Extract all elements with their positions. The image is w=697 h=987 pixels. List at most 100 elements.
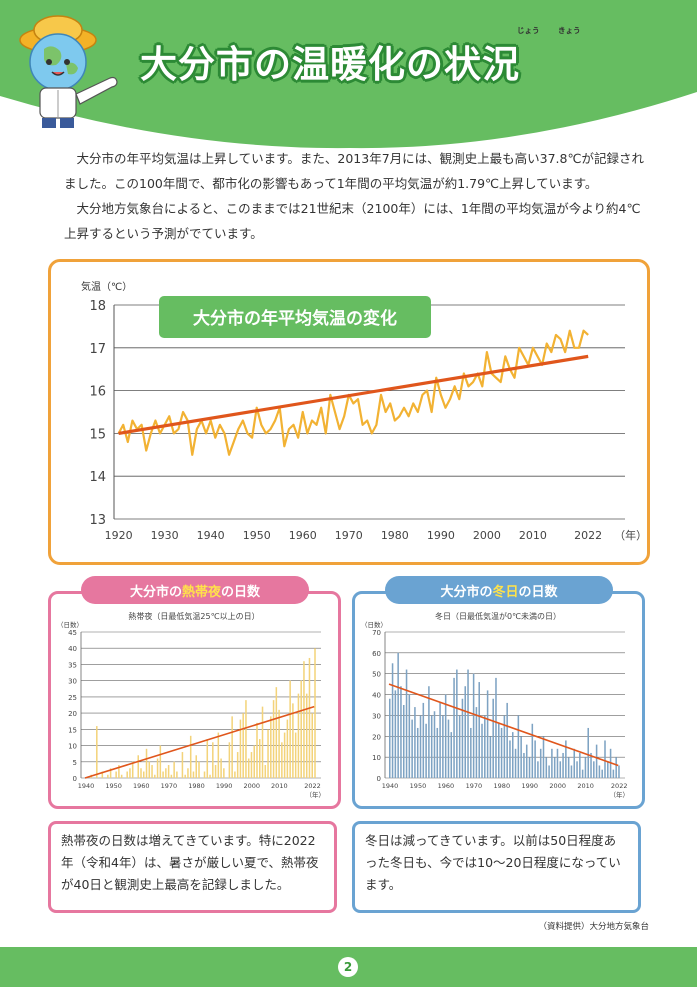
bar	[542, 736, 545, 778]
x-tick-label: 1960	[438, 782, 455, 790]
y-tick-label: 20	[372, 733, 381, 741]
bar	[170, 774, 173, 778]
bar	[456, 669, 458, 778]
bar	[414, 707, 416, 778]
winter-days-note: 冬日は減ってきています。以前は50日程度あった冬日も、今では10～20日程度にな…	[352, 821, 641, 913]
bar	[256, 722, 258, 778]
y-axis-label: （日数）	[361, 620, 387, 629]
bar	[303, 661, 305, 778]
x-axis-unit: （年）	[305, 790, 325, 799]
bar	[272, 700, 275, 778]
bar	[259, 739, 261, 778]
bar	[214, 765, 217, 778]
bar	[486, 690, 489, 778]
tropical-title-post: の日数	[221, 584, 261, 600]
bar	[270, 716, 272, 778]
tropical-title-pre: 大分市の	[129, 584, 182, 600]
bar	[261, 706, 264, 778]
bar	[442, 715, 444, 778]
x-tick-label: 1990	[216, 782, 233, 790]
bar	[408, 694, 411, 778]
bar	[430, 715, 433, 778]
x-tick-label: 1990	[521, 782, 538, 790]
bar	[281, 742, 283, 778]
bar	[245, 700, 247, 778]
x-tick-label: 2000	[243, 782, 260, 790]
x-tick-label: 1940	[382, 782, 399, 790]
bar	[581, 769, 584, 778]
bar	[101, 771, 104, 778]
y-tick-label: 70	[372, 629, 381, 637]
y-tick-label: 18	[89, 299, 106, 314]
bar	[570, 765, 573, 778]
x-tick-label: 1970	[335, 529, 363, 542]
bar	[184, 774, 186, 778]
bar	[584, 757, 587, 778]
bar	[509, 740, 511, 778]
trend-line	[388, 683, 619, 767]
bar	[305, 693, 308, 778]
y-tick-label: 10	[68, 743, 77, 751]
winter-title-highlight: 冬日	[492, 584, 519, 600]
bar	[615, 757, 617, 778]
bar	[165, 768, 167, 778]
y-tick-label: 0	[377, 775, 381, 783]
x-tick-label: 2022	[611, 782, 628, 790]
x-tick-label: 1980	[188, 782, 205, 790]
bar	[297, 693, 300, 778]
y-tick-label: 35	[68, 661, 77, 669]
bar	[131, 761, 134, 778]
y-tick-label: 5	[73, 759, 77, 767]
bar	[143, 771, 145, 778]
bar	[203, 771, 206, 778]
bar	[565, 740, 567, 778]
bar	[419, 715, 422, 778]
bar	[576, 761, 578, 778]
temperature-trend-line	[118, 354, 589, 435]
x-tick-label: 1950	[105, 782, 122, 790]
y-axis-label: （日数）	[57, 620, 83, 629]
bar	[539, 748, 542, 778]
y-tick-label: 60	[372, 650, 381, 658]
winter-title-pre: 大分市の	[440, 584, 493, 600]
y-tick-label: 30	[372, 712, 381, 720]
page-number: 2	[338, 957, 358, 977]
y-tick-label: 14	[89, 470, 106, 485]
x-tick-label: 2000	[549, 782, 566, 790]
x-axis-unit: （年）	[609, 790, 629, 799]
bar	[520, 736, 522, 778]
bar	[551, 748, 553, 778]
bar	[478, 682, 480, 778]
bar	[314, 648, 316, 778]
x-tick-label: 2010	[271, 782, 288, 790]
bar	[498, 723, 500, 778]
bar	[484, 715, 486, 778]
tropical-nights-note: 熱帯夜の日数は増えてきています。特に2022年（令和4年）は、暑さが厳しい夏で、…	[48, 821, 337, 913]
bar	[311, 713, 313, 778]
tropical-title-highlight: 熱帯夜	[181, 584, 221, 600]
bar	[559, 761, 562, 778]
bar	[422, 702, 425, 778]
y-tick-label: 10	[372, 754, 381, 762]
header	[0, 0, 697, 150]
bar	[590, 752, 592, 778]
x-axis-unit: （年）	[614, 528, 647, 542]
bar	[492, 698, 494, 778]
bar	[511, 732, 514, 778]
bar	[109, 768, 112, 778]
bar	[156, 758, 159, 778]
bar	[579, 752, 581, 778]
bar	[275, 687, 278, 778]
bar	[450, 732, 453, 778]
x-tick-label: 1940	[78, 782, 95, 790]
bar	[115, 771, 117, 778]
bar	[598, 765, 601, 778]
bar	[286, 719, 289, 778]
winter-title-post: の日数	[518, 584, 558, 600]
bar	[292, 703, 294, 778]
chart-subtitle: 冬日（日最低気温が0℃未満の日）	[435, 611, 561, 621]
mascot-earth-character-icon	[19, 15, 118, 128]
bar	[416, 727, 419, 778]
bar	[514, 748, 517, 778]
